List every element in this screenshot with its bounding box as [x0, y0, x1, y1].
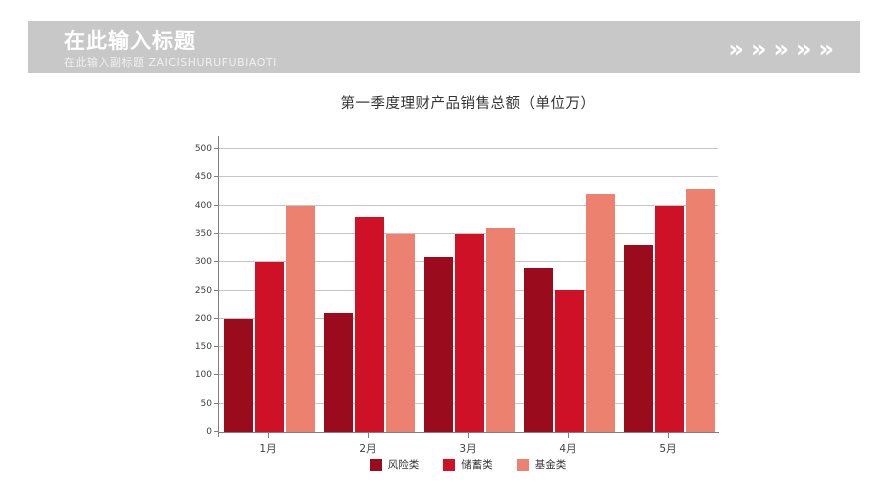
x-axis-line [218, 432, 719, 433]
x-axis-tick [568, 433, 569, 438]
bar-储蓄类-2月 [354, 217, 384, 432]
x-axis-tick [468, 433, 469, 438]
y-axis-label: 50 [200, 398, 212, 409]
y-axis-tick [214, 148, 218, 149]
bar-基金类-4月 [585, 194, 615, 432]
gridline [219, 204, 718, 206]
y-axis-label: 250 [194, 285, 212, 296]
bar-储蓄类-4月 [554, 290, 584, 432]
gridline [219, 148, 718, 149]
x-axis-tick [268, 433, 269, 438]
bar-基金类-3月 [485, 228, 515, 432]
chevron-right-icon: » [773, 35, 789, 63]
bar-group-4月 [519, 136, 619, 432]
chevron-right-icon: » [750, 35, 767, 63]
y-axis-label: 450 [194, 172, 212, 183]
y-axis-tick [214, 402, 218, 404]
y-axis-tick [214, 261, 218, 263]
y-axis-label: 500 [194, 144, 212, 154]
legend-swatch-icon [369, 458, 382, 471]
bar-group-1月 [219, 136, 319, 432]
x-axis-label: 2月 [359, 443, 377, 455]
y-axis-tick [214, 374, 218, 376]
chevron-decoration: »»»»» [728, 21, 834, 73]
y-axis-label: 400 [194, 200, 212, 211]
header-text-block: 在此输入标题 在此输入副标题 ZAICISHURUFUBIAOTI [64, 28, 277, 70]
chevron-right-icon: » [728, 35, 744, 63]
legend-item-储蓄类: 储蓄类 [443, 457, 493, 472]
y-axis-label: 150 [194, 342, 212, 353]
x-axis-tick [668, 433, 669, 438]
bar-基金类-2月 [385, 234, 415, 432]
x-axis-tick [368, 433, 369, 438]
y-axis-tick [214, 317, 218, 319]
y-axis-label: 350 [194, 228, 212, 239]
gridline [219, 176, 718, 178]
legend-label: 储蓄类 [461, 459, 493, 471]
bar-储蓄类-1月 [254, 262, 284, 432]
gridline [219, 232, 718, 234]
bar-风险类-3月 [423, 257, 453, 432]
legend-swatch-icon [516, 458, 529, 471]
legend-item-风险类: 风险类 [369, 457, 420, 472]
y-axis-line [218, 136, 219, 437]
legend-swatch-icon [443, 458, 456, 471]
bar-基金类-1月 [285, 206, 315, 432]
bar-风险类-2月 [323, 313, 353, 432]
legend-item-基金类: 基金类 [516, 457, 567, 472]
y-axis-label: 200 [194, 313, 212, 324]
bar-储蓄类-5月 [654, 206, 684, 432]
x-axis-label: 3月 [459, 443, 477, 455]
bar-储蓄类-3月 [454, 234, 484, 432]
y-axis-tick [214, 204, 218, 206]
chevron-right-icon: » [795, 35, 812, 63]
bar-group-2月 [319, 136, 419, 432]
chart-legend: 风险类 储蓄类 基金类 [218, 457, 718, 472]
bar-group-5月 [619, 136, 719, 432]
y-axis-tick [214, 346, 218, 348]
x-axis-label: 4月 [559, 443, 577, 455]
bar-风险类-5月 [623, 245, 653, 432]
header-band: 在此输入标题 在此输入副标题 ZAICISHURUFUBIAOTI »»»»» [28, 21, 860, 73]
y-axis-label: 100 [194, 370, 212, 381]
header-subtitle: 在此输入副标题 ZAICISHURUFUBIAOTI [64, 56, 277, 69]
y-axis-label: 300 [194, 257, 212, 268]
header-title: 在此输入标题 [64, 29, 196, 53]
y-axis-label: 0 [206, 427, 212, 437]
y-axis-tick [214, 289, 218, 291]
legend-label: 风险类 [387, 459, 420, 471]
y-axis-tick [214, 176, 218, 178]
chart-title: 第一季度理财产品销售总额（单位万） [340, 96, 596, 112]
plot-area: 0 50 100 150 200 250 300 350 400 450 500 1月 2月 3月 4月 5月 [195, 136, 719, 455]
x-axis-label: 1月 [259, 443, 277, 455]
bar-group-3月 [419, 136, 519, 432]
bar-风险类-4月 [523, 268, 553, 432]
y-axis-tick [214, 431, 218, 432]
legend-label: 基金类 [534, 459, 567, 471]
bar-风险类-1月 [223, 319, 253, 432]
chevron-right-icon: » [818, 35, 834, 63]
bar-基金类-5月 [685, 189, 715, 432]
x-axis-label: 5月 [659, 443, 677, 455]
y-axis-tick [214, 232, 218, 234]
